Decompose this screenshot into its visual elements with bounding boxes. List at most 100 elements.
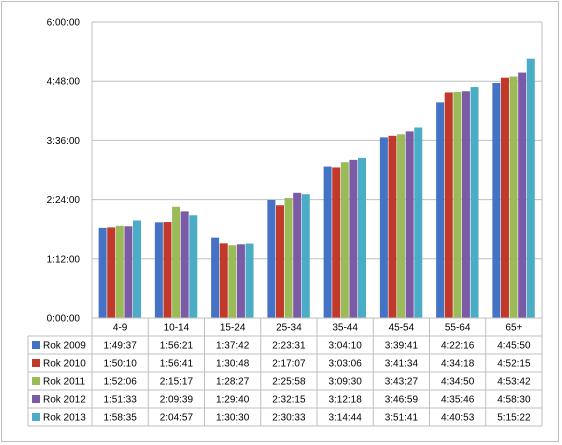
bar xyxy=(453,92,462,318)
legend-swatch xyxy=(32,359,40,367)
bar xyxy=(172,206,181,318)
y-tick-label: 6:00:00 xyxy=(47,18,81,29)
y-tick-label: 3:36:00 xyxy=(47,136,81,147)
data-label: 4:58:30 xyxy=(497,395,531,406)
bar xyxy=(444,92,453,318)
data-label: 4:53:42 xyxy=(497,377,531,388)
y-axis-labels: 0:00:00 1:12:00 2:24:00 3:36:00 4:48:00 6:00:… xyxy=(47,18,81,325)
data-label: 1:50:10 xyxy=(103,359,137,370)
bars xyxy=(98,58,535,319)
legend-swatch xyxy=(32,377,40,385)
y-tick-label: 1:12:00 xyxy=(47,254,81,265)
legend-label: Rok 2009 xyxy=(43,341,86,352)
bar xyxy=(436,102,445,318)
data-label: 1:37:42 xyxy=(216,341,250,352)
data-label: 1:29:40 xyxy=(216,395,250,406)
y-tick-label: 0:00:00 xyxy=(47,314,81,325)
bar xyxy=(245,243,254,318)
bar xyxy=(107,227,116,318)
data-label: 4:45:50 xyxy=(497,341,531,352)
bar xyxy=(124,226,133,318)
bar xyxy=(379,137,388,318)
bar xyxy=(115,225,124,318)
data-label: 3:14:44 xyxy=(328,413,362,424)
data-label: 5:15:22 xyxy=(497,413,531,424)
data-table: 4-9 10-14 15-24 25-34 35-44 45-54 55-64 65+ Rok … xyxy=(27,317,543,427)
bar xyxy=(98,227,107,318)
bar xyxy=(509,76,518,318)
data-label: 3:12:18 xyxy=(328,395,362,406)
data-label: 2:17:07 xyxy=(272,359,306,370)
bar xyxy=(492,82,501,319)
data-label: 2:15:17 xyxy=(160,377,194,388)
data-label: 1:52:06 xyxy=(103,377,137,388)
legend-swatch xyxy=(32,413,40,421)
data-label: 1:58:35 xyxy=(103,413,137,424)
data-label: 4:34:50 xyxy=(441,377,475,388)
data-label: 3:46:59 xyxy=(385,395,419,406)
bar xyxy=(397,134,406,318)
category-label: 65+ xyxy=(505,323,522,334)
data-label: 2:30:33 xyxy=(272,413,306,424)
data-label: 1:51:33 xyxy=(103,395,137,406)
bar xyxy=(388,135,397,318)
bar xyxy=(301,194,310,318)
data-label: 4:52:15 xyxy=(497,359,531,370)
data-label: 2:09:39 xyxy=(160,395,194,406)
bar xyxy=(358,157,367,318)
bar xyxy=(518,72,527,318)
y-tick-label: 2:24:00 xyxy=(47,195,81,206)
data-label: 2:23:31 xyxy=(272,341,306,352)
bar xyxy=(405,131,414,318)
bar xyxy=(163,222,172,318)
bar xyxy=(293,192,302,318)
data-label: 3:04:10 xyxy=(328,341,362,352)
bar xyxy=(219,243,228,318)
data-label: 1:56:21 xyxy=(160,341,194,352)
data-label: 4:34:18 xyxy=(441,359,475,370)
bar xyxy=(284,197,293,318)
data-label: 1:30:48 xyxy=(216,359,250,370)
category-label: 4-9 xyxy=(113,323,128,334)
data-label: 1:49:37 xyxy=(103,341,137,352)
data-label: 3:41:34 xyxy=(385,359,419,370)
category-label: 55-64 xyxy=(445,323,471,334)
legend-label: Rok 2011 xyxy=(43,377,86,388)
legend-swatch xyxy=(32,341,40,349)
legend-label: Rok 2012 xyxy=(43,395,86,406)
category-label: 10-14 xyxy=(164,323,190,334)
bar xyxy=(275,205,284,318)
bar xyxy=(180,211,189,318)
data-label: 2:32:15 xyxy=(272,395,306,406)
data-label: 2:04:57 xyxy=(160,413,194,424)
bar xyxy=(323,166,332,318)
bar xyxy=(154,222,163,318)
data-label: 4:40:53 xyxy=(441,413,475,424)
bar xyxy=(332,167,341,318)
legend-label: Rok 2010 xyxy=(43,359,86,370)
category-label: 35-44 xyxy=(332,323,358,334)
bar xyxy=(526,58,535,318)
legend-label: Rok 2013 xyxy=(43,413,86,424)
bar xyxy=(189,215,198,318)
data-label: 1:56:41 xyxy=(160,359,194,370)
data-label: 1:28:27 xyxy=(216,377,250,388)
bar xyxy=(133,220,142,318)
bar xyxy=(349,159,358,318)
bar xyxy=(267,199,276,318)
data-label: 3:03:06 xyxy=(328,359,362,370)
data-label: 3:09:30 xyxy=(328,377,362,388)
category-label: 25-34 xyxy=(276,323,302,334)
bar xyxy=(211,237,220,318)
data-label: 4:22:16 xyxy=(441,341,475,352)
bar xyxy=(500,77,509,318)
bar xyxy=(470,87,479,318)
y-tick-label: 4:48:00 xyxy=(47,77,81,88)
bar xyxy=(414,127,423,318)
data-label: 3:51:41 xyxy=(385,413,419,424)
category-label: 15-24 xyxy=(220,323,246,334)
data-label: 3:43:27 xyxy=(385,377,419,388)
category-label: 45-54 xyxy=(389,323,415,334)
legend-swatch xyxy=(32,395,40,403)
